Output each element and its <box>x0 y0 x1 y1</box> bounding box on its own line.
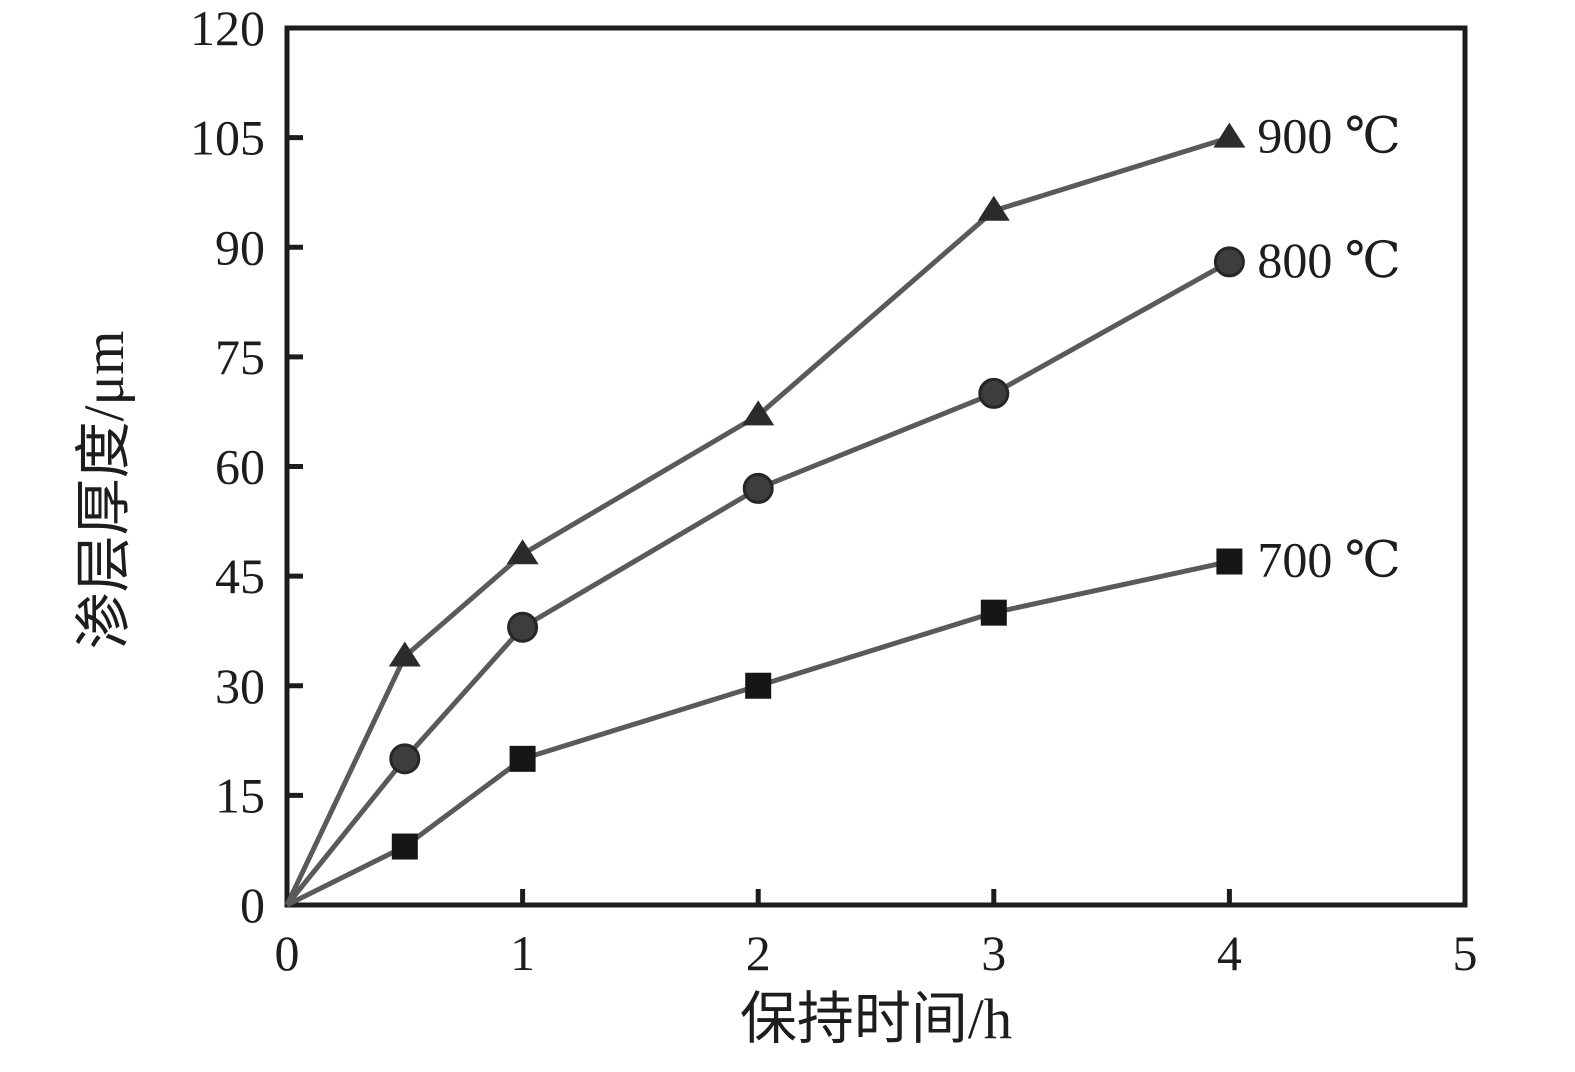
series-line-700 <box>285 559 1230 908</box>
y-tick-label: 120 <box>190 0 265 56</box>
y-tick-label: 90 <box>215 219 265 275</box>
series-label-900: 900 ℃ <box>1257 108 1400 164</box>
x-tick-label: 1 <box>510 925 535 981</box>
y-tick-label: 0 <box>240 877 265 933</box>
marker-circle-800 <box>978 377 1010 409</box>
marker-square-700 <box>745 672 772 699</box>
y-tick-label: 15 <box>215 767 265 823</box>
x-tick-label: 0 <box>275 925 300 981</box>
marker-square-700 <box>1216 548 1243 575</box>
y-axis-title: 渗层厚度/μm <box>73 330 136 650</box>
marker-triangle-900 <box>742 400 775 426</box>
marker-circle-800 <box>389 743 421 775</box>
y-tick-label: 75 <box>215 329 265 385</box>
y-tick-label: 105 <box>190 110 265 166</box>
marker-triangle-900 <box>1213 122 1246 148</box>
marker-triangle-900 <box>977 195 1010 221</box>
x-tick-label: 5 <box>1453 925 1478 981</box>
marker-circle-800 <box>507 611 539 643</box>
series-line-900 <box>284 135 1231 907</box>
marker-circle-800 <box>742 472 774 504</box>
y-tick-label: 45 <box>215 548 265 604</box>
marker-square-700 <box>980 599 1007 626</box>
y-tick-label: 30 <box>215 658 265 714</box>
series-label-700: 700 ℃ <box>1257 532 1400 588</box>
marker-square-700 <box>391 833 418 860</box>
series-line-800 <box>285 259 1231 907</box>
x-axis-title: 保持时间/h <box>739 988 1013 1051</box>
x-tick-label: 2 <box>746 925 771 981</box>
marker-square-700 <box>509 745 536 772</box>
series-label-800: 800 ℃ <box>1257 232 1400 288</box>
marker-triangle-900 <box>506 539 539 565</box>
x-tick-label: 3 <box>981 925 1006 981</box>
y-tick-label: 60 <box>215 439 265 495</box>
marker-circle-800 <box>1213 246 1245 278</box>
marker-triangle-900 <box>388 641 421 667</box>
x-tick-label: 4 <box>1217 925 1242 981</box>
